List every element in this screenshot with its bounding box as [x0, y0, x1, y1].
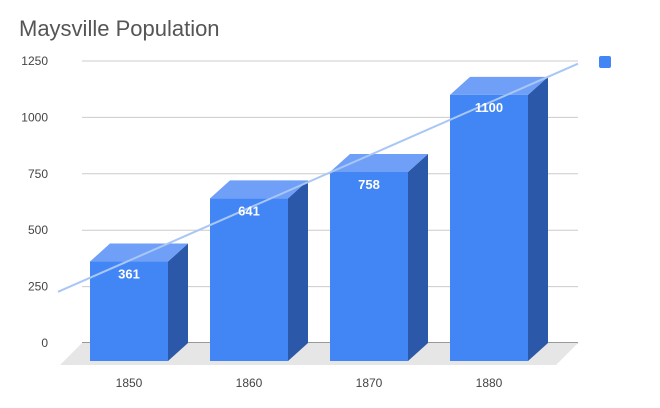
- bar-side: [528, 76, 548, 361]
- bar-top: [90, 243, 188, 262]
- bar-side: [288, 180, 308, 361]
- y-tick-label: 1000: [21, 110, 48, 124]
- bar-front: [90, 261, 168, 361]
- bar-1850: [90, 243, 188, 361]
- bar-side: [168, 243, 188, 361]
- trendline: [57, 62, 579, 293]
- bar-top: [330, 153, 428, 172]
- bar-top: [450, 76, 548, 95]
- y-tick-label: 0: [41, 336, 48, 350]
- bar-1870: [330, 153, 428, 361]
- data-label: 1100: [475, 100, 503, 115]
- data-label: 641: [238, 203, 260, 218]
- y-tick-label: 500: [28, 223, 48, 237]
- bar-1880: [450, 76, 548, 361]
- bar-side: [408, 153, 428, 361]
- chart-title: Maysville Population: [19, 16, 220, 41]
- data-labels: 361 641 758 1100: [118, 100, 503, 282]
- data-label: 361: [118, 267, 140, 282]
- x-tick-label: 1870: [356, 376, 383, 390]
- trendline-line: [57, 62, 579, 293]
- legend-swatch: [599, 56, 611, 68]
- chart-floor-plane: [60, 343, 578, 365]
- y-tick-label: 1250: [21, 54, 48, 68]
- bar-front: [330, 171, 408, 361]
- x-tick-label: 1850: [116, 376, 143, 390]
- bar-front: [450, 94, 528, 361]
- x-tick-label: 1860: [236, 376, 263, 390]
- bars: [90, 76, 548, 361]
- chart-floor: [60, 343, 578, 365]
- bar-front: [210, 198, 288, 361]
- y-tick-label: 750: [28, 167, 48, 181]
- legend: [599, 56, 611, 68]
- data-label: 758: [358, 177, 380, 192]
- x-tick-label: 1880: [476, 376, 503, 390]
- axis-labels: 0 250 500 750 1000 1250 1850 1860 1870 1880: [21, 54, 502, 390]
- y-tick-label: 250: [28, 280, 48, 294]
